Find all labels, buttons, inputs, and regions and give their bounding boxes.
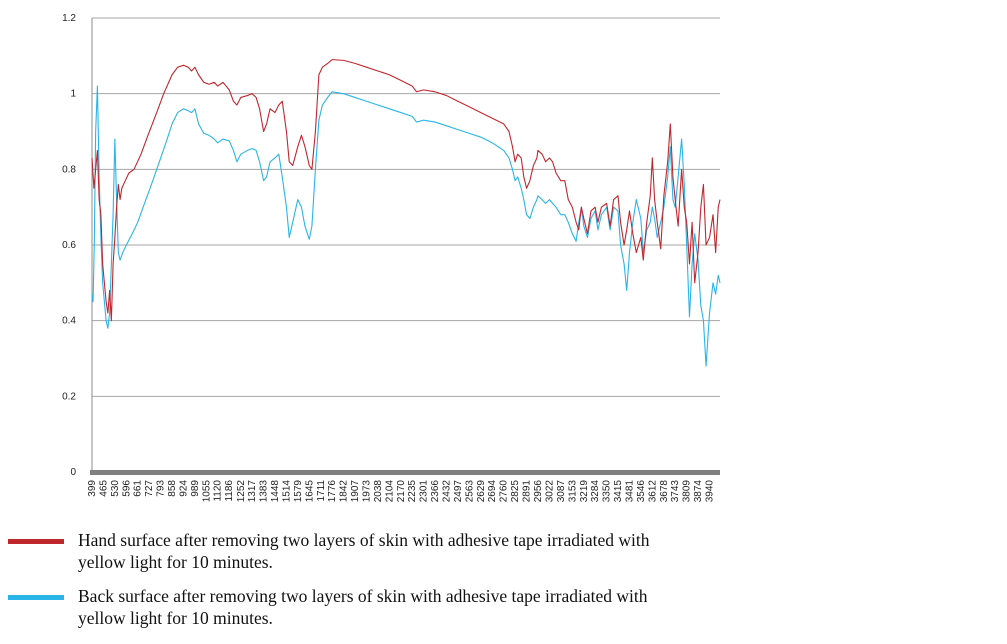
- x-tick-label: 3087: [556, 480, 567, 503]
- x-tick-label: 1842: [339, 480, 350, 503]
- legend-label-back-line1: Back surface after removing two layers o…: [78, 586, 648, 606]
- legend-label-hand-line1: Hand surface after removing two layers o…: [78, 530, 650, 550]
- series-line-back: [91, 85, 721, 367]
- x-tick-label: 2760: [499, 480, 510, 503]
- x-tick-label: 3874: [693, 480, 704, 503]
- y-tick-label: 0.4: [62, 316, 76, 327]
- x-tick-label: 3612: [647, 480, 658, 503]
- x-tick-labels: 399 465 530 596 661 727 793 858 924 989 1055 1120 11…: [87, 480, 716, 503]
- x-tick-label: 1186: [224, 480, 235, 502]
- line-chart: 0 0.2 0.4 0.6 0.8 1 1.2 399 465 530 596 661 727 793 8…: [62, 13, 721, 503]
- x-tick-label: 1514: [281, 480, 292, 503]
- x-tick-label: 1776: [327, 480, 338, 503]
- legend-item-back: Back surface after removing two layers o…: [0, 585, 1007, 631]
- x-tick-label: 2235: [407, 480, 418, 503]
- x-tick-label: 2366: [430, 480, 441, 503]
- y-tick-label: 0: [70, 467, 76, 478]
- x-tick-label: 924: [179, 480, 190, 497]
- x-tick-label: 596: [121, 480, 132, 497]
- x-tick-label: 1317: [247, 480, 258, 503]
- x-tick-label: 3022: [544, 480, 555, 503]
- x-tick-label: 3809: [682, 480, 693, 503]
- x-tick-label: 399: [87, 480, 98, 497]
- x-tick-label: 2563: [464, 480, 475, 503]
- x-tick-label: 3546: [636, 480, 647, 503]
- x-tick-label: 2497: [453, 480, 464, 503]
- x-tick-label: 1120: [213, 480, 224, 502]
- x-tick-label: 1448: [270, 480, 281, 503]
- y-tick-label: 1.2: [62, 13, 76, 24]
- x-tick-label: 727: [144, 480, 155, 497]
- x-tick-label: 858: [167, 480, 178, 497]
- x-axis-bar: [90, 470, 720, 475]
- x-tick-label: 2432: [442, 480, 453, 503]
- gridlines: [92, 17, 720, 397]
- x-tick-label: 2301: [419, 480, 430, 503]
- x-tick-label: 1055: [201, 480, 212, 503]
- x-tick-label: 3481: [624, 480, 635, 503]
- series-lines: [91, 59, 721, 367]
- x-tick-label: 3940: [705, 480, 716, 503]
- x-tick-label: 2104: [384, 480, 395, 503]
- legend-label-back-line2: yellow light for 10 minutes.: [78, 608, 273, 628]
- x-tick-label: 1383: [259, 480, 270, 503]
- x-tick-label: 1579: [293, 480, 304, 503]
- series-line-hand: [91, 59, 721, 322]
- x-tick-label: 2170: [396, 480, 407, 503]
- x-tick-label: 989: [190, 480, 201, 497]
- y-tick-label: 0.2: [62, 391, 76, 402]
- x-tick-label: 2956: [533, 480, 544, 503]
- legend-label-back: Back surface after removing two layers o…: [78, 585, 1003, 629]
- y-tick-label: 0.8: [62, 164, 76, 175]
- x-tick-label: 2891: [522, 480, 533, 503]
- x-tick-label: 2825: [510, 480, 521, 503]
- legend-swatch-hand: [8, 539, 64, 544]
- x-tick-label: 2629: [476, 480, 487, 503]
- x-tick-label: 465: [99, 480, 110, 497]
- x-tick-label: 3284: [590, 480, 601, 503]
- x-tick-label: 530: [110, 480, 121, 497]
- x-tick-label: 1645: [304, 480, 315, 503]
- x-tick-label: 3415: [613, 480, 624, 503]
- x-tick-label: 3350: [602, 480, 613, 503]
- legend-item-hand: Hand surface after removing two layers o…: [0, 529, 1007, 575]
- y-tick-label: 0.6: [62, 240, 76, 251]
- x-tick-label: 3219: [579, 480, 590, 503]
- x-tick-label: 1973: [361, 480, 372, 503]
- legend-label-hand: Hand surface after removing two layers o…: [78, 529, 1003, 573]
- x-tick-label: 3153: [567, 480, 578, 503]
- x-tick-label: 2694: [487, 480, 498, 503]
- legend-swatch-back: [8, 595, 64, 600]
- x-tick-label: 3743: [670, 480, 681, 503]
- y-tick-labels: 0 0.2 0.4 0.6 0.8 1 1.2: [62, 13, 76, 478]
- x-tick-label: 2038: [373, 480, 384, 503]
- x-tick-label: 661: [133, 480, 144, 497]
- x-tick-label: 1711: [316, 480, 327, 502]
- legend-label-hand-line2: yellow light for 10 minutes.: [78, 552, 273, 572]
- y-tick-label: 1: [70, 89, 76, 100]
- x-tick-label: 793: [156, 480, 167, 497]
- x-tick-label: 1252: [236, 480, 247, 503]
- x-tick-label: 3678: [659, 480, 670, 503]
- axes: [90, 18, 720, 475]
- x-tick-label: 1907: [350, 480, 361, 503]
